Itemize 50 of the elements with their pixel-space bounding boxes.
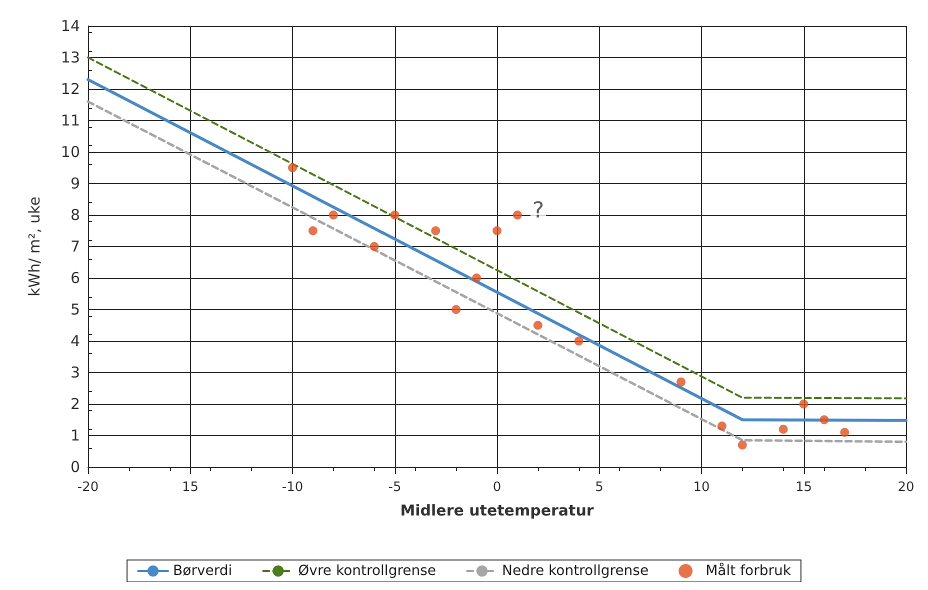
legend-label: Børverdi xyxy=(173,563,232,579)
point xyxy=(492,226,502,236)
y-tick-label: 13 xyxy=(60,48,80,66)
point xyxy=(676,377,686,386)
x-tick-label: 15 xyxy=(182,480,199,495)
point xyxy=(778,424,788,434)
point xyxy=(328,210,338,220)
y-tick-label: 1 xyxy=(70,426,80,444)
x-tick-label: -10 xyxy=(282,480,304,495)
point xyxy=(370,242,379,251)
point xyxy=(390,210,400,220)
point xyxy=(472,274,482,282)
y-tick-label: 12 xyxy=(60,80,80,98)
y-tick-label: 14 xyxy=(60,17,80,35)
y-axis-title: kWh/ m², uke xyxy=(26,196,44,296)
annotation: ? xyxy=(532,198,544,224)
point xyxy=(512,210,522,220)
legend-label: Nedre kontrollgrense xyxy=(502,563,649,579)
y-tick-label: 7 xyxy=(70,238,80,256)
point xyxy=(799,400,808,408)
x-tick-label: 0 xyxy=(492,480,502,495)
y-tick-label: 3 xyxy=(70,364,80,382)
point xyxy=(452,305,461,314)
legend-label: Målt forbruk xyxy=(706,562,792,579)
x-tick-label: -20 xyxy=(77,480,99,495)
point xyxy=(840,428,850,437)
y-tick-label: 5 xyxy=(70,300,80,318)
y-tick-label: 4 xyxy=(70,332,80,350)
x-tick-label: 5 xyxy=(595,480,604,495)
y-tick-label: 11 xyxy=(60,112,80,130)
x-tick-label: 20 xyxy=(898,480,914,495)
x-tick-label: 10 xyxy=(693,480,710,495)
x-axis-title: Midlere utetemperatur xyxy=(400,502,594,520)
x-tick-label: -5 xyxy=(388,480,402,495)
point xyxy=(574,336,584,346)
y-tick-label: 2 xyxy=(70,395,80,413)
y-tick-label: 6 xyxy=(70,269,80,287)
legend-label: Øvre kontrollgrense xyxy=(298,563,436,579)
y-tick-label: 10 xyxy=(60,143,80,161)
point xyxy=(288,163,297,172)
point xyxy=(431,226,440,236)
point xyxy=(308,226,318,236)
y-tick-label: 9 xyxy=(70,174,80,192)
x-tick-label: 15 xyxy=(795,480,812,495)
y-tick-label: 8 xyxy=(70,206,80,224)
point xyxy=(533,320,542,330)
y-tick-label: 0 xyxy=(70,458,80,476)
point xyxy=(717,422,726,431)
point xyxy=(820,415,829,424)
point xyxy=(738,440,747,450)
